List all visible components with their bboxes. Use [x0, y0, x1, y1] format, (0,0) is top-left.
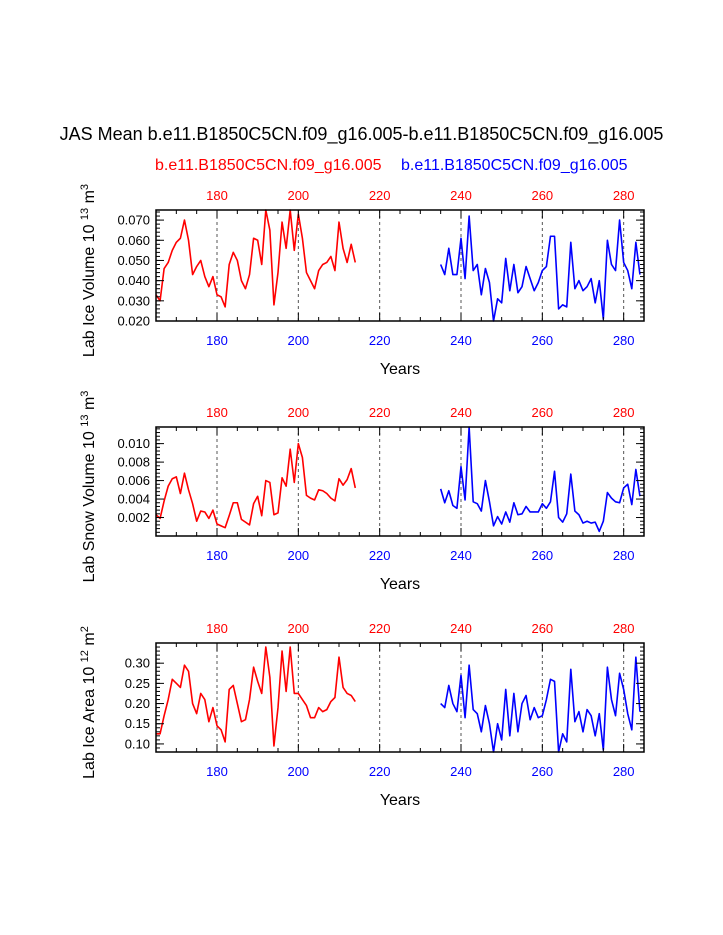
y-axis-title-superscript: 13: [79, 208, 91, 220]
x-tick-label-top: 280: [613, 405, 635, 420]
x-tick-label-bottom: 180: [206, 548, 228, 563]
series-line-case1: [155, 209, 357, 308]
x-tick-label-top: 200: [287, 621, 309, 636]
y-axis-title-part: m: [81, 190, 98, 208]
x-tick-label-top: 240: [450, 188, 472, 203]
x-tick-label-top: 180: [206, 188, 228, 203]
y-axis-title: Lab Ice Volume 10 13 m3: [79, 184, 98, 357]
y-tick-label: 0.006: [117, 473, 150, 488]
series-line-case2: [439, 426, 641, 533]
y-tick-label: 0.070: [117, 213, 150, 228]
y-axis-title: Lab Ice Area 10 12 m2: [79, 626, 98, 779]
series-line-case1: [156, 646, 356, 747]
y-tick-label: 0.30: [125, 656, 150, 671]
x-tick-label-top: 260: [531, 405, 553, 420]
x-tick-label-bottom: 200: [287, 764, 309, 779]
x-axis-title: Years: [380, 792, 420, 809]
x-tick-label-top: 260: [531, 621, 553, 636]
x-tick-label-top: 240: [450, 405, 472, 420]
x-tick-label-top: 180: [206, 621, 228, 636]
x-tick-label-bottom: 240: [450, 333, 472, 348]
x-tick-label-bottom: 180: [206, 764, 228, 779]
x-tick-label-bottom: 260: [531, 548, 553, 563]
x-tick-label-bottom: 240: [450, 764, 472, 779]
x-tick-label-top: 280: [613, 188, 635, 203]
left-case-label: b.e11.B1850C5CN.f09_g16.005: [155, 157, 382, 174]
y-axis-title-superscript: 12: [79, 650, 91, 662]
y-tick-label: 0.002: [117, 510, 150, 525]
y-axis-title-superscript: 3: [79, 391, 91, 397]
y-tick-label: 0.10: [125, 736, 150, 751]
y-axis-title-part: m: [81, 632, 98, 650]
x-tick-label-top: 220: [369, 188, 391, 203]
y-axis-title-part: Lab Snow Volume 10: [81, 427, 98, 583]
y-tick-label: 0.008: [117, 455, 150, 470]
x-tick-label-bottom: 280: [613, 764, 635, 779]
y-axis-title-superscript: 3: [79, 184, 91, 190]
x-tick-label-top: 200: [287, 405, 309, 420]
x-tick-label-bottom: 260: [531, 333, 553, 348]
x-tick-label-bottom: 280: [613, 548, 635, 563]
y-tick-label: 0.060: [117, 233, 150, 248]
x-tick-label-top: 280: [613, 621, 635, 636]
y-axis-title: Lab Snow Volume 10 13 m3: [79, 391, 98, 583]
x-tick-label-top: 240: [450, 621, 472, 636]
x-tick-label-bottom: 200: [287, 548, 309, 563]
y-tick-label: 0.020: [117, 314, 150, 329]
chart-panel-ice_area: 180 180 200 200 220 220 240 240 260 260 280 280 0.10…: [79, 621, 645, 809]
x-tick-label-bottom: 200: [287, 333, 309, 348]
chart-panel-snow_volume: 180 180 200 200 220 220 240 240 260 260 280 280 0.00…: [79, 391, 645, 593]
series-line-case2: [440, 656, 641, 753]
x-tick-label-top: 260: [531, 188, 553, 203]
y-tick-label: 0.15: [125, 716, 150, 731]
y-tick-label: 0.040: [117, 273, 150, 288]
x-tick-label-top: 180: [206, 405, 228, 420]
x-tick-label-bottom: 220: [369, 333, 391, 348]
x-tick-label-top: 220: [369, 621, 391, 636]
y-axis-title-superscript: 13: [79, 414, 91, 426]
x-tick-label-bottom: 280: [613, 333, 635, 348]
chart-panel-ice_volume: 180 180 200 200 220 220 240 240 260 260 280 280 0.02…: [79, 184, 645, 378]
x-tick-label-top: 200: [287, 188, 309, 203]
x-axis-title: Years: [380, 576, 420, 593]
y-tick-label: 0.25: [125, 676, 150, 691]
x-tick-label-bottom: 260: [531, 764, 553, 779]
y-tick-label: 0.050: [117, 253, 150, 268]
series-line-case2: [439, 215, 641, 322]
series-line-case1: [155, 442, 357, 529]
x-axis-title: Years: [380, 361, 420, 378]
right-case-label: b.e11.B1850C5CN.f09_g16.005: [401, 157, 628, 174]
y-tick-label: 0.004: [117, 492, 150, 507]
x-tick-label-bottom: 220: [369, 764, 391, 779]
figure-title: JAS Mean b.e11.B1850C5CN.f09_g16.005-b.e…: [59, 124, 664, 144]
y-tick-label: 0.20: [125, 696, 150, 711]
x-tick-label-bottom: 220: [369, 548, 391, 563]
y-axis-title-part: Lab Ice Area 10: [81, 662, 98, 779]
x-tick-label-top: 220: [369, 405, 391, 420]
y-axis-title-superscript: 2: [79, 626, 91, 632]
y-tick-label: 0.030: [117, 293, 150, 308]
y-axis-title-part: m: [81, 397, 98, 415]
x-tick-label-bottom: 180: [206, 333, 228, 348]
y-tick-label: 0.010: [117, 436, 150, 451]
x-tick-label-bottom: 240: [450, 548, 472, 563]
y-axis-title-part: Lab Ice Volume 10: [81, 220, 98, 357]
